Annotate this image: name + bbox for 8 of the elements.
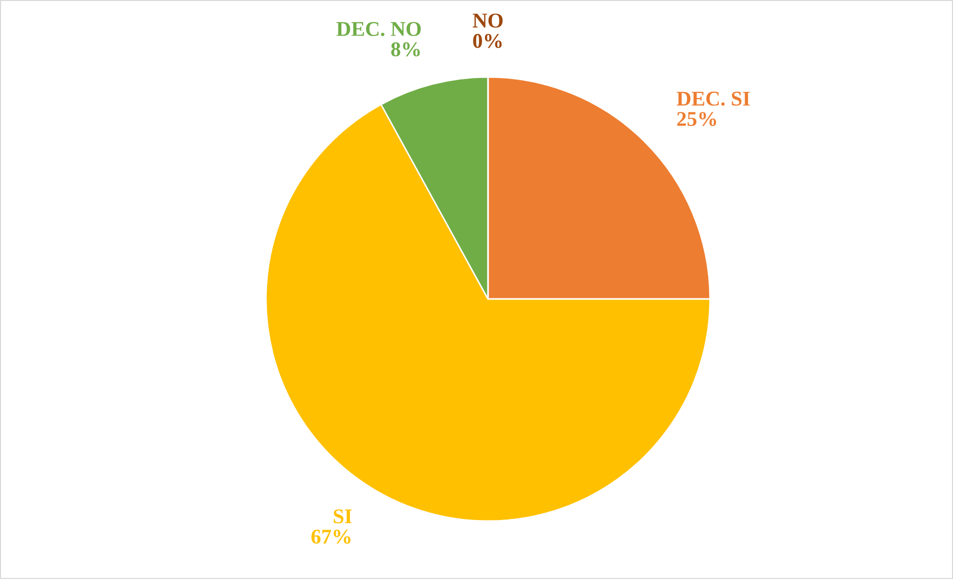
slice-label: DEC. NO xyxy=(336,22,421,36)
category-label: NO xyxy=(472,14,503,28)
data-label: 25% xyxy=(677,112,716,126)
data-label: 67% xyxy=(311,530,350,544)
slice-label: SI xyxy=(334,509,352,524)
text: 0% xyxy=(473,34,502,48)
data-label: 8% xyxy=(391,42,420,56)
slice-label: DEC. SI xyxy=(676,92,750,106)
